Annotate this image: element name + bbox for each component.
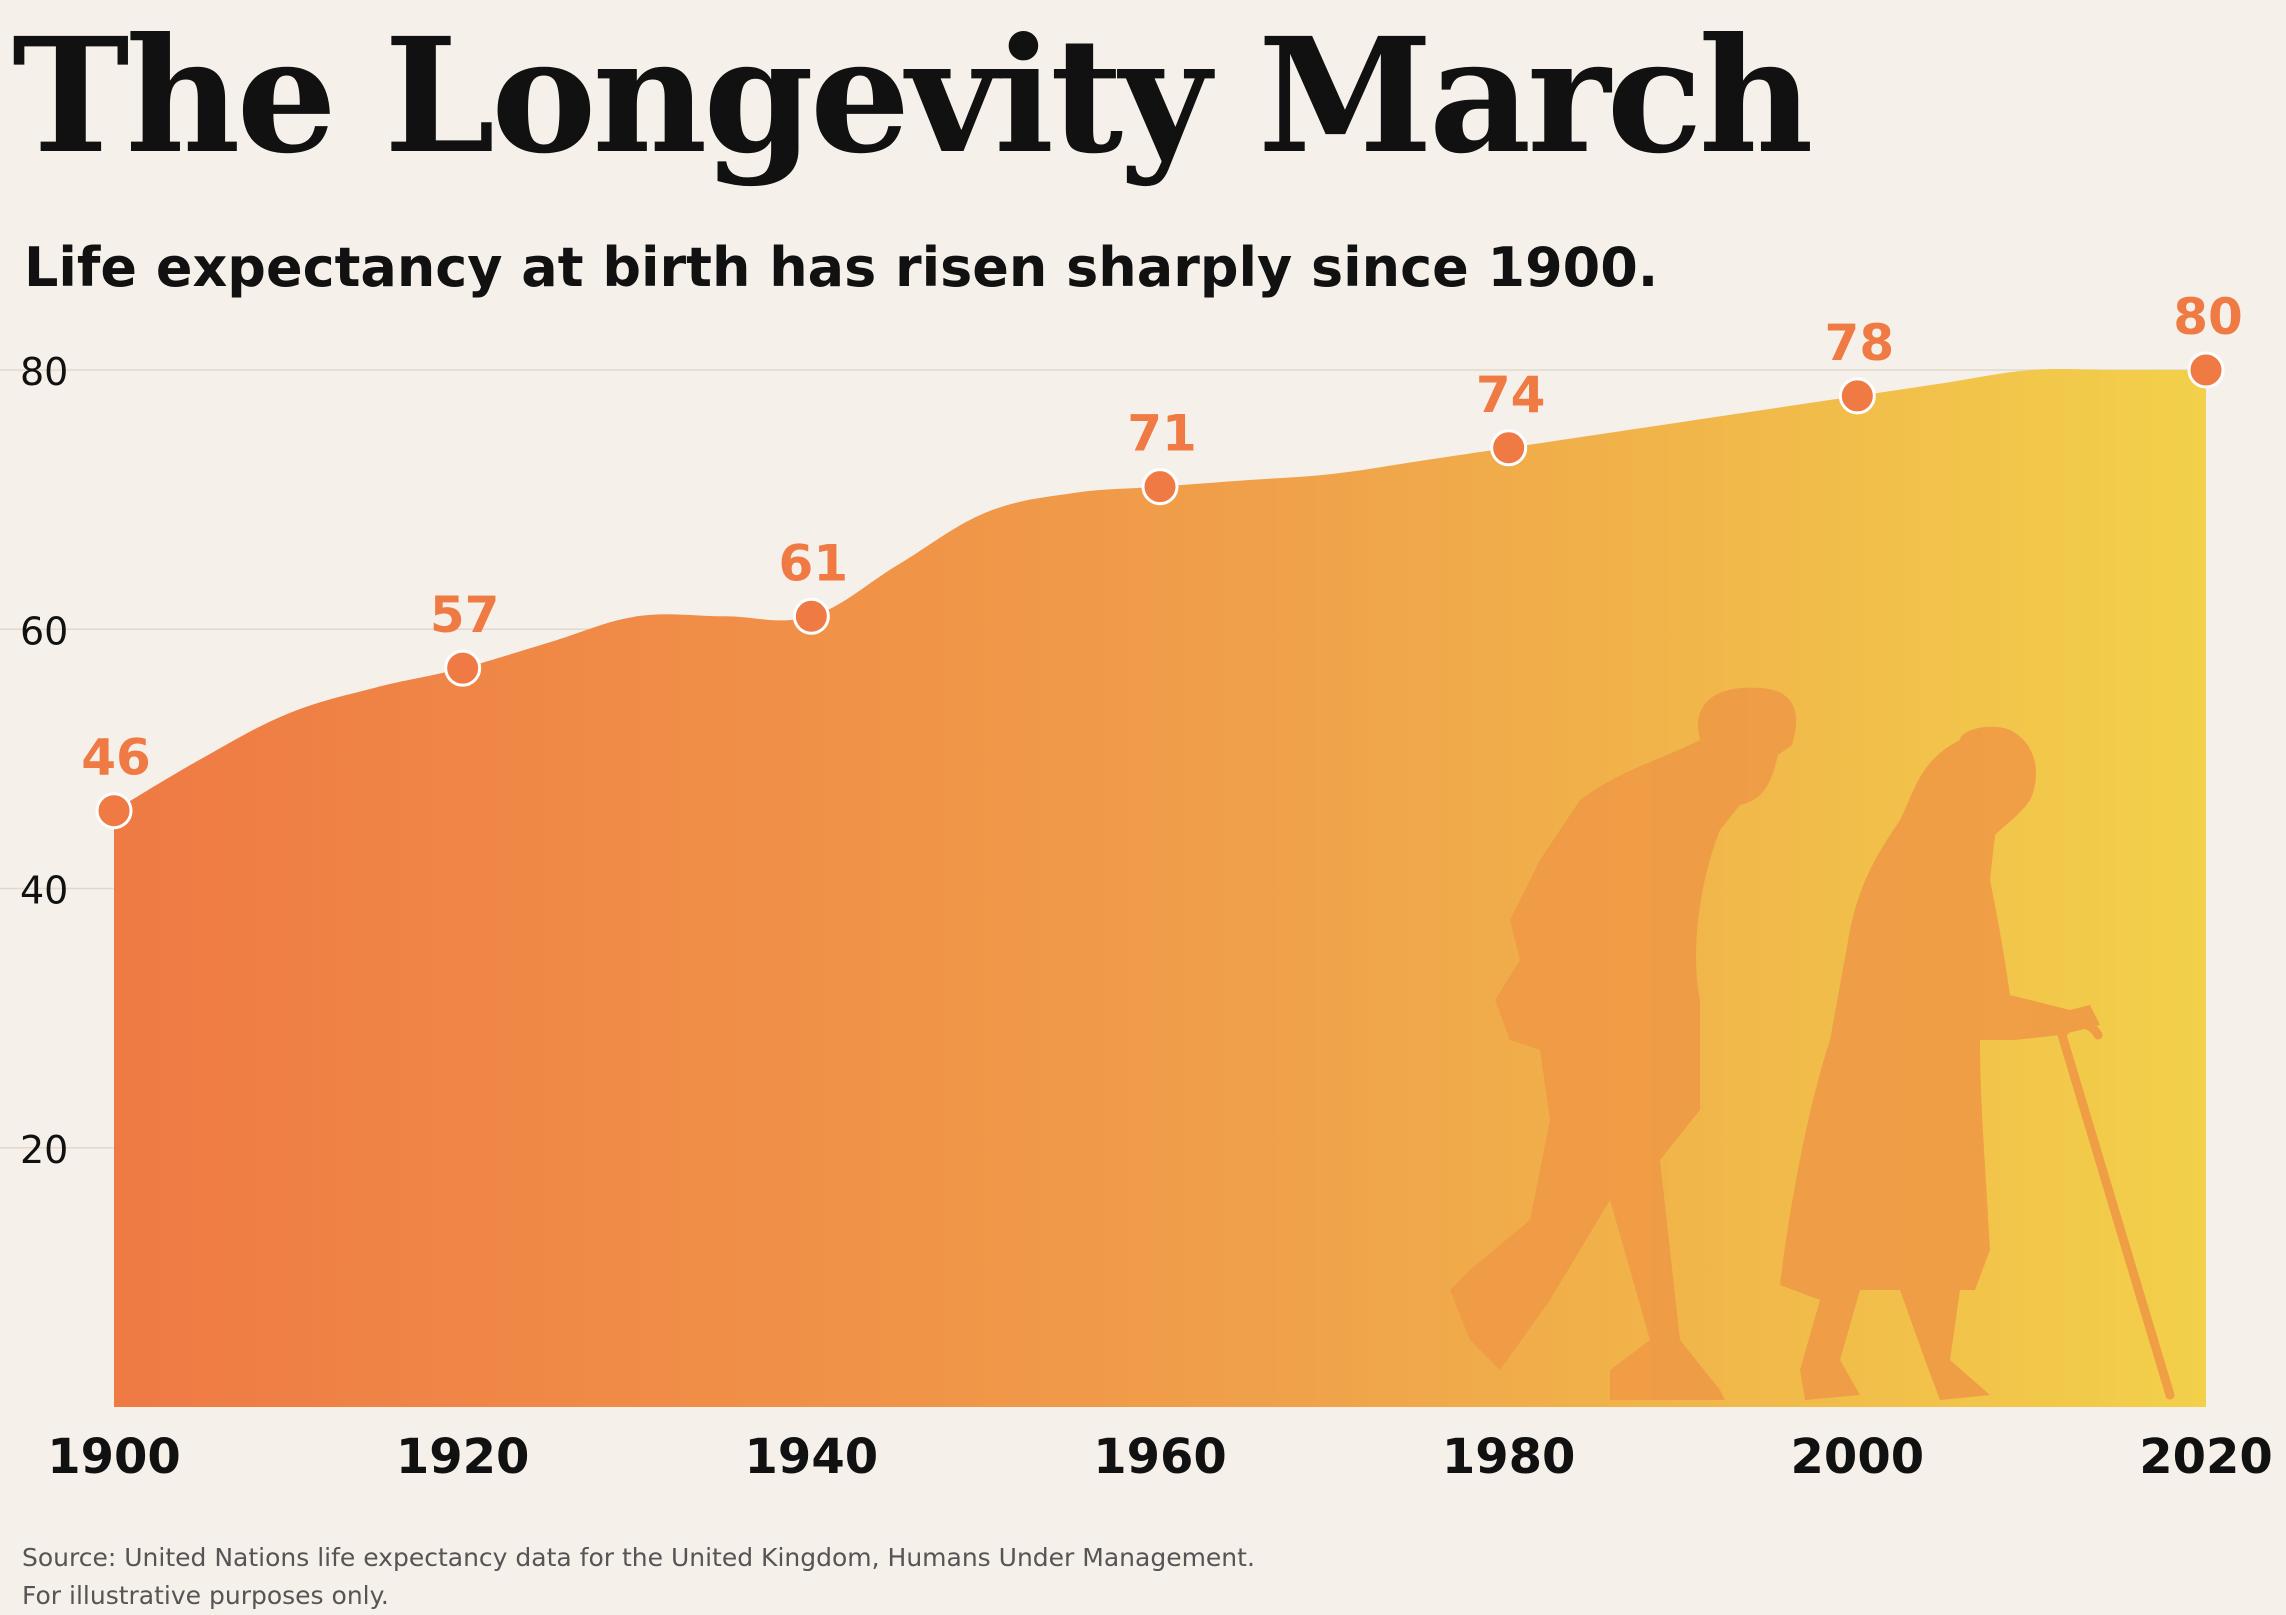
- x-tick-label: 1920: [396, 1429, 530, 1485]
- data-label: 78: [1825, 314, 1895, 372]
- x-tick-label: 1900: [47, 1429, 181, 1485]
- x-axis-ticks: 1900 1920 1940 1960 1980 2000 2020: [47, 1429, 2273, 1485]
- y-tick-label: 80: [20, 350, 68, 394]
- chart-title: The Longevity March: [12, 4, 1814, 189]
- man-silhouette-icon: [1450, 687, 1797, 1400]
- data-markers: [95, 351, 2225, 830]
- data-label: 80: [2173, 288, 2243, 346]
- data-label: 57: [430, 586, 500, 644]
- data-point: [1141, 468, 1179, 506]
- data-point: [1490, 429, 1528, 467]
- x-tick-label: 2000: [1791, 1429, 1925, 1485]
- data-label: 61: [779, 534, 849, 592]
- data-point: [444, 649, 482, 687]
- data-labels: 46 57 61 71 74 78 80: [81, 288, 2243, 787]
- cane-icon: [2057, 1019, 2175, 1400]
- data-label: 71: [1127, 405, 1197, 463]
- x-tick-label: 1980: [1442, 1429, 1576, 1485]
- x-tick-label: 1940: [745, 1429, 879, 1485]
- y-tick-label: 20: [20, 1128, 68, 1172]
- x-tick-label: 2020: [2139, 1429, 2273, 1485]
- y-tick-label: 40: [20, 869, 68, 913]
- data-point: [2187, 351, 2225, 389]
- data-label: 74: [1476, 366, 1546, 424]
- elderly-couple-silhouette: [1450, 687, 2175, 1400]
- data-point: [792, 597, 830, 635]
- life-expectancy-area: [114, 368, 2206, 1407]
- chart-subtitle: Life expectancy at birth has risen sharp…: [24, 236, 1659, 299]
- data-point: [1838, 377, 1876, 415]
- disclaimer-note: For illustrative purposes only.: [22, 1581, 389, 1610]
- x-tick-label: 1960: [1093, 1429, 1227, 1485]
- data-point: [95, 792, 133, 830]
- data-label: 46: [81, 729, 151, 787]
- woman-silhouette-icon: [1780, 726, 2100, 1400]
- source-note: Source: United Nations life expectancy d…: [22, 1543, 1255, 1572]
- y-axis-ticks: 20 40 60 80: [20, 350, 68, 1172]
- y-tick-label: 60: [20, 609, 68, 653]
